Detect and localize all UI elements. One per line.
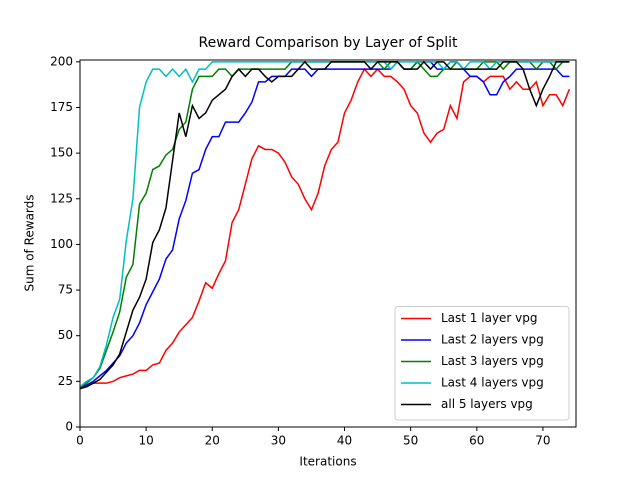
x-tick-label: 20	[205, 434, 220, 448]
x-tick-label: 60	[469, 434, 484, 448]
y-tick-label: 100	[50, 237, 73, 251]
y-tick-label: 75	[58, 283, 73, 297]
y-axis-label: Sum of Rewards	[23, 194, 37, 291]
x-tick-label: 50	[403, 434, 418, 448]
x-tick-label: 30	[271, 434, 286, 448]
legend-label: all 5 layers vpg	[441, 397, 533, 411]
series-line	[79, 60, 570, 390]
series-line	[79, 67, 571, 390]
x-tick-label: 0	[76, 434, 84, 448]
legend-label: Last 3 layers vpg	[441, 354, 544, 368]
x-tick-label: 70	[535, 434, 550, 448]
chart-title: Reward Comparison by Layer of Split	[199, 35, 458, 51]
y-tick-label: 175	[50, 100, 73, 114]
y-tick-label: 150	[50, 146, 73, 160]
y-tick-label: 50	[58, 328, 73, 342]
legend-label: Last 4 layers vpg	[441, 376, 544, 390]
x-tick-label: 10	[138, 434, 153, 448]
x-tick-label: 40	[337, 434, 352, 448]
y-tick-label: 125	[50, 191, 73, 205]
series-line	[79, 61, 570, 388]
y-tick-label: 0	[65, 420, 73, 434]
plot-frame	[79, 59, 577, 428]
y-tick-label: 200	[50, 54, 73, 68]
y-tick-label: 25	[58, 374, 73, 388]
x-axis-label: Iterations	[299, 455, 356, 469]
legend-label: Last 2 layers vpg	[441, 333, 544, 347]
legend-box	[394, 306, 570, 421]
legend-label: Last 1 layer vpg	[441, 311, 538, 325]
